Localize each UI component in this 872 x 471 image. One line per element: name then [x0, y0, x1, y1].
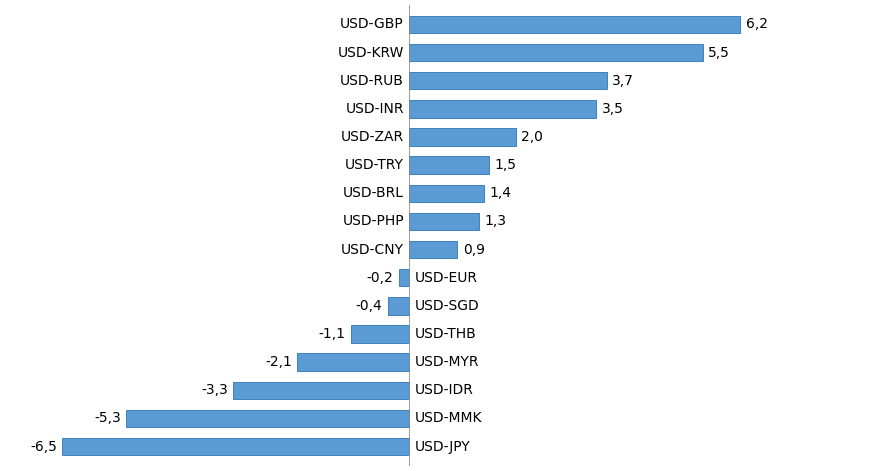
Bar — [409, 213, 479, 230]
Text: 6,2: 6,2 — [746, 17, 767, 32]
Text: USD-MMK: USD-MMK — [415, 412, 482, 425]
Text: USD-JPY: USD-JPY — [415, 439, 470, 454]
Bar — [62, 438, 409, 455]
Text: 2,0: 2,0 — [521, 130, 543, 144]
Text: -6,5: -6,5 — [30, 439, 57, 454]
Text: 5,5: 5,5 — [708, 46, 730, 59]
Text: -0,2: -0,2 — [366, 271, 393, 284]
Text: USD-MYR: USD-MYR — [415, 355, 479, 369]
Text: USD-BRL: USD-BRL — [343, 187, 404, 200]
Text: 3,5: 3,5 — [602, 102, 623, 116]
Text: USD-KRW: USD-KRW — [337, 46, 404, 59]
Text: USD-SGD: USD-SGD — [415, 299, 480, 313]
Text: -5,3: -5,3 — [94, 412, 121, 425]
Text: 1,4: 1,4 — [489, 187, 511, 200]
Bar — [409, 156, 489, 174]
Bar — [409, 44, 703, 61]
Text: USD-CNY: USD-CNY — [341, 243, 404, 257]
Text: -3,3: -3,3 — [201, 383, 228, 398]
Text: USD-GBP: USD-GBP — [340, 17, 404, 32]
Text: 3,7: 3,7 — [612, 73, 634, 88]
Text: USD-TRY: USD-TRY — [345, 158, 404, 172]
Text: USD-PHP: USD-PHP — [343, 214, 404, 228]
Bar — [233, 382, 409, 399]
Text: USD-INR: USD-INR — [345, 102, 404, 116]
Text: USD-RUB: USD-RUB — [340, 73, 404, 88]
Bar — [388, 297, 409, 315]
Bar — [126, 410, 409, 427]
Text: 1,5: 1,5 — [494, 158, 517, 172]
Bar — [351, 325, 409, 343]
Bar — [409, 241, 458, 258]
Text: -2,1: -2,1 — [265, 355, 292, 369]
Bar — [409, 16, 740, 33]
Text: USD-ZAR: USD-ZAR — [341, 130, 404, 144]
Bar — [409, 72, 607, 89]
Text: USD-IDR: USD-IDR — [415, 383, 473, 398]
Text: USD-THB: USD-THB — [415, 327, 476, 341]
Text: -1,1: -1,1 — [318, 327, 345, 341]
Text: 1,3: 1,3 — [484, 214, 506, 228]
Bar — [409, 100, 596, 118]
Text: USD-EUR: USD-EUR — [415, 271, 478, 284]
Text: -0,4: -0,4 — [356, 299, 383, 313]
Bar — [409, 128, 516, 146]
Text: 0,9: 0,9 — [463, 243, 485, 257]
Bar — [399, 269, 409, 286]
Bar — [409, 185, 484, 202]
Bar — [297, 353, 409, 371]
